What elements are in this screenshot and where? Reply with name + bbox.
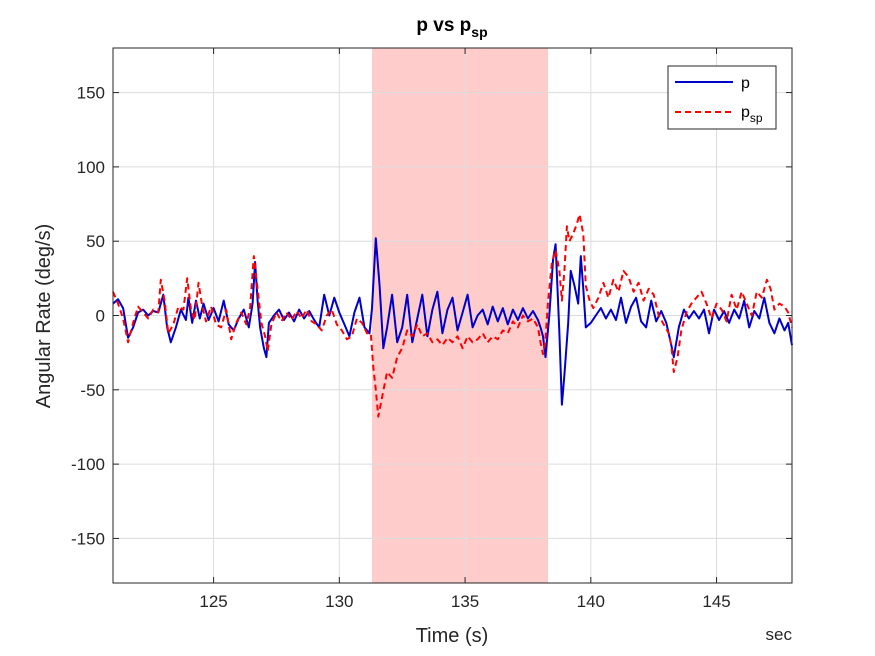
y-tick-label: 50 xyxy=(86,232,105,251)
chart-title: p vs psp xyxy=(416,15,487,40)
x-axis-unit-label: sec xyxy=(766,625,793,644)
chart-title-subscript: sp xyxy=(471,24,487,40)
tick-layer: 125 130 135 140 145 -150 -100 -50 0 50 100 150 xyxy=(71,48,792,611)
x-axis-label: Time (s) xyxy=(416,625,489,647)
x-tick-label: 125 xyxy=(199,592,227,611)
legend-box xyxy=(667,65,777,130)
y-tick-label: -150 xyxy=(71,529,105,548)
legend-label-p-sp: psp xyxy=(741,104,763,125)
y-tick-label: 150 xyxy=(77,84,105,103)
y-tick-label: -100 xyxy=(71,455,105,474)
legend-label-p-sp-subscript: sp xyxy=(750,111,763,125)
x-tick-label: 135 xyxy=(451,592,479,611)
legend-label-p: p xyxy=(741,75,750,92)
x-tick-label: 145 xyxy=(702,592,730,611)
series-layer xyxy=(112,213,793,418)
legend: p psp xyxy=(667,65,777,130)
y-tick-label: 100 xyxy=(77,158,105,177)
y-axis-label: Angular Rate (deg/s) xyxy=(33,224,55,409)
y-tick-label: 0 xyxy=(96,307,105,326)
x-tick-label: 130 xyxy=(325,592,353,611)
x-tick-label: 140 xyxy=(577,592,605,611)
y-tick-label: -50 xyxy=(80,381,105,400)
